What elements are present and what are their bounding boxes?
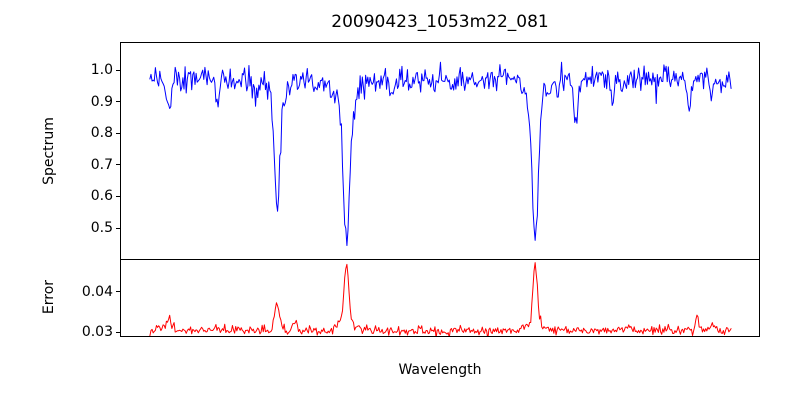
spectrum-panel (120, 42, 760, 260)
spectrum-y-tick (116, 132, 120, 134)
spectrum-y-tick-label: 0.8 (90, 125, 113, 142)
spectrum-y-tick-label: 1.0 (90, 62, 113, 79)
error-y-tick-label: 0.03 (81, 324, 113, 341)
error-axes-spine (120, 259, 760, 337)
error-y-tick-label: 0.04 (81, 283, 113, 300)
spectrum-y-tick (116, 69, 120, 71)
spectrum-y-axis-label: Spectrum (41, 117, 57, 185)
chart-title: 20090423_1053m22_081 (331, 12, 549, 32)
spectrum-y-tick (116, 195, 120, 197)
spectrum-y-tick (116, 101, 120, 103)
error-y-tick (116, 291, 120, 292)
spectrum-y-tick-label: 0.7 (90, 156, 113, 173)
spectrum-y-tick (116, 164, 120, 166)
spectrum-y-tick-label: 0.5 (90, 220, 113, 237)
error-y-tick (116, 331, 120, 333)
spectrum-y-tick-label: 0.6 (90, 188, 113, 205)
x-axis-label: Wavelength (398, 362, 482, 378)
error-y-axis-label: Error (41, 279, 57, 315)
spectrum-y-tick-label: 0.9 (90, 93, 113, 110)
error-panel (120, 259, 760, 337)
spectrum-curve (149, 61, 732, 247)
spectrum-y-tick (116, 227, 120, 229)
error-curve (149, 262, 732, 336)
